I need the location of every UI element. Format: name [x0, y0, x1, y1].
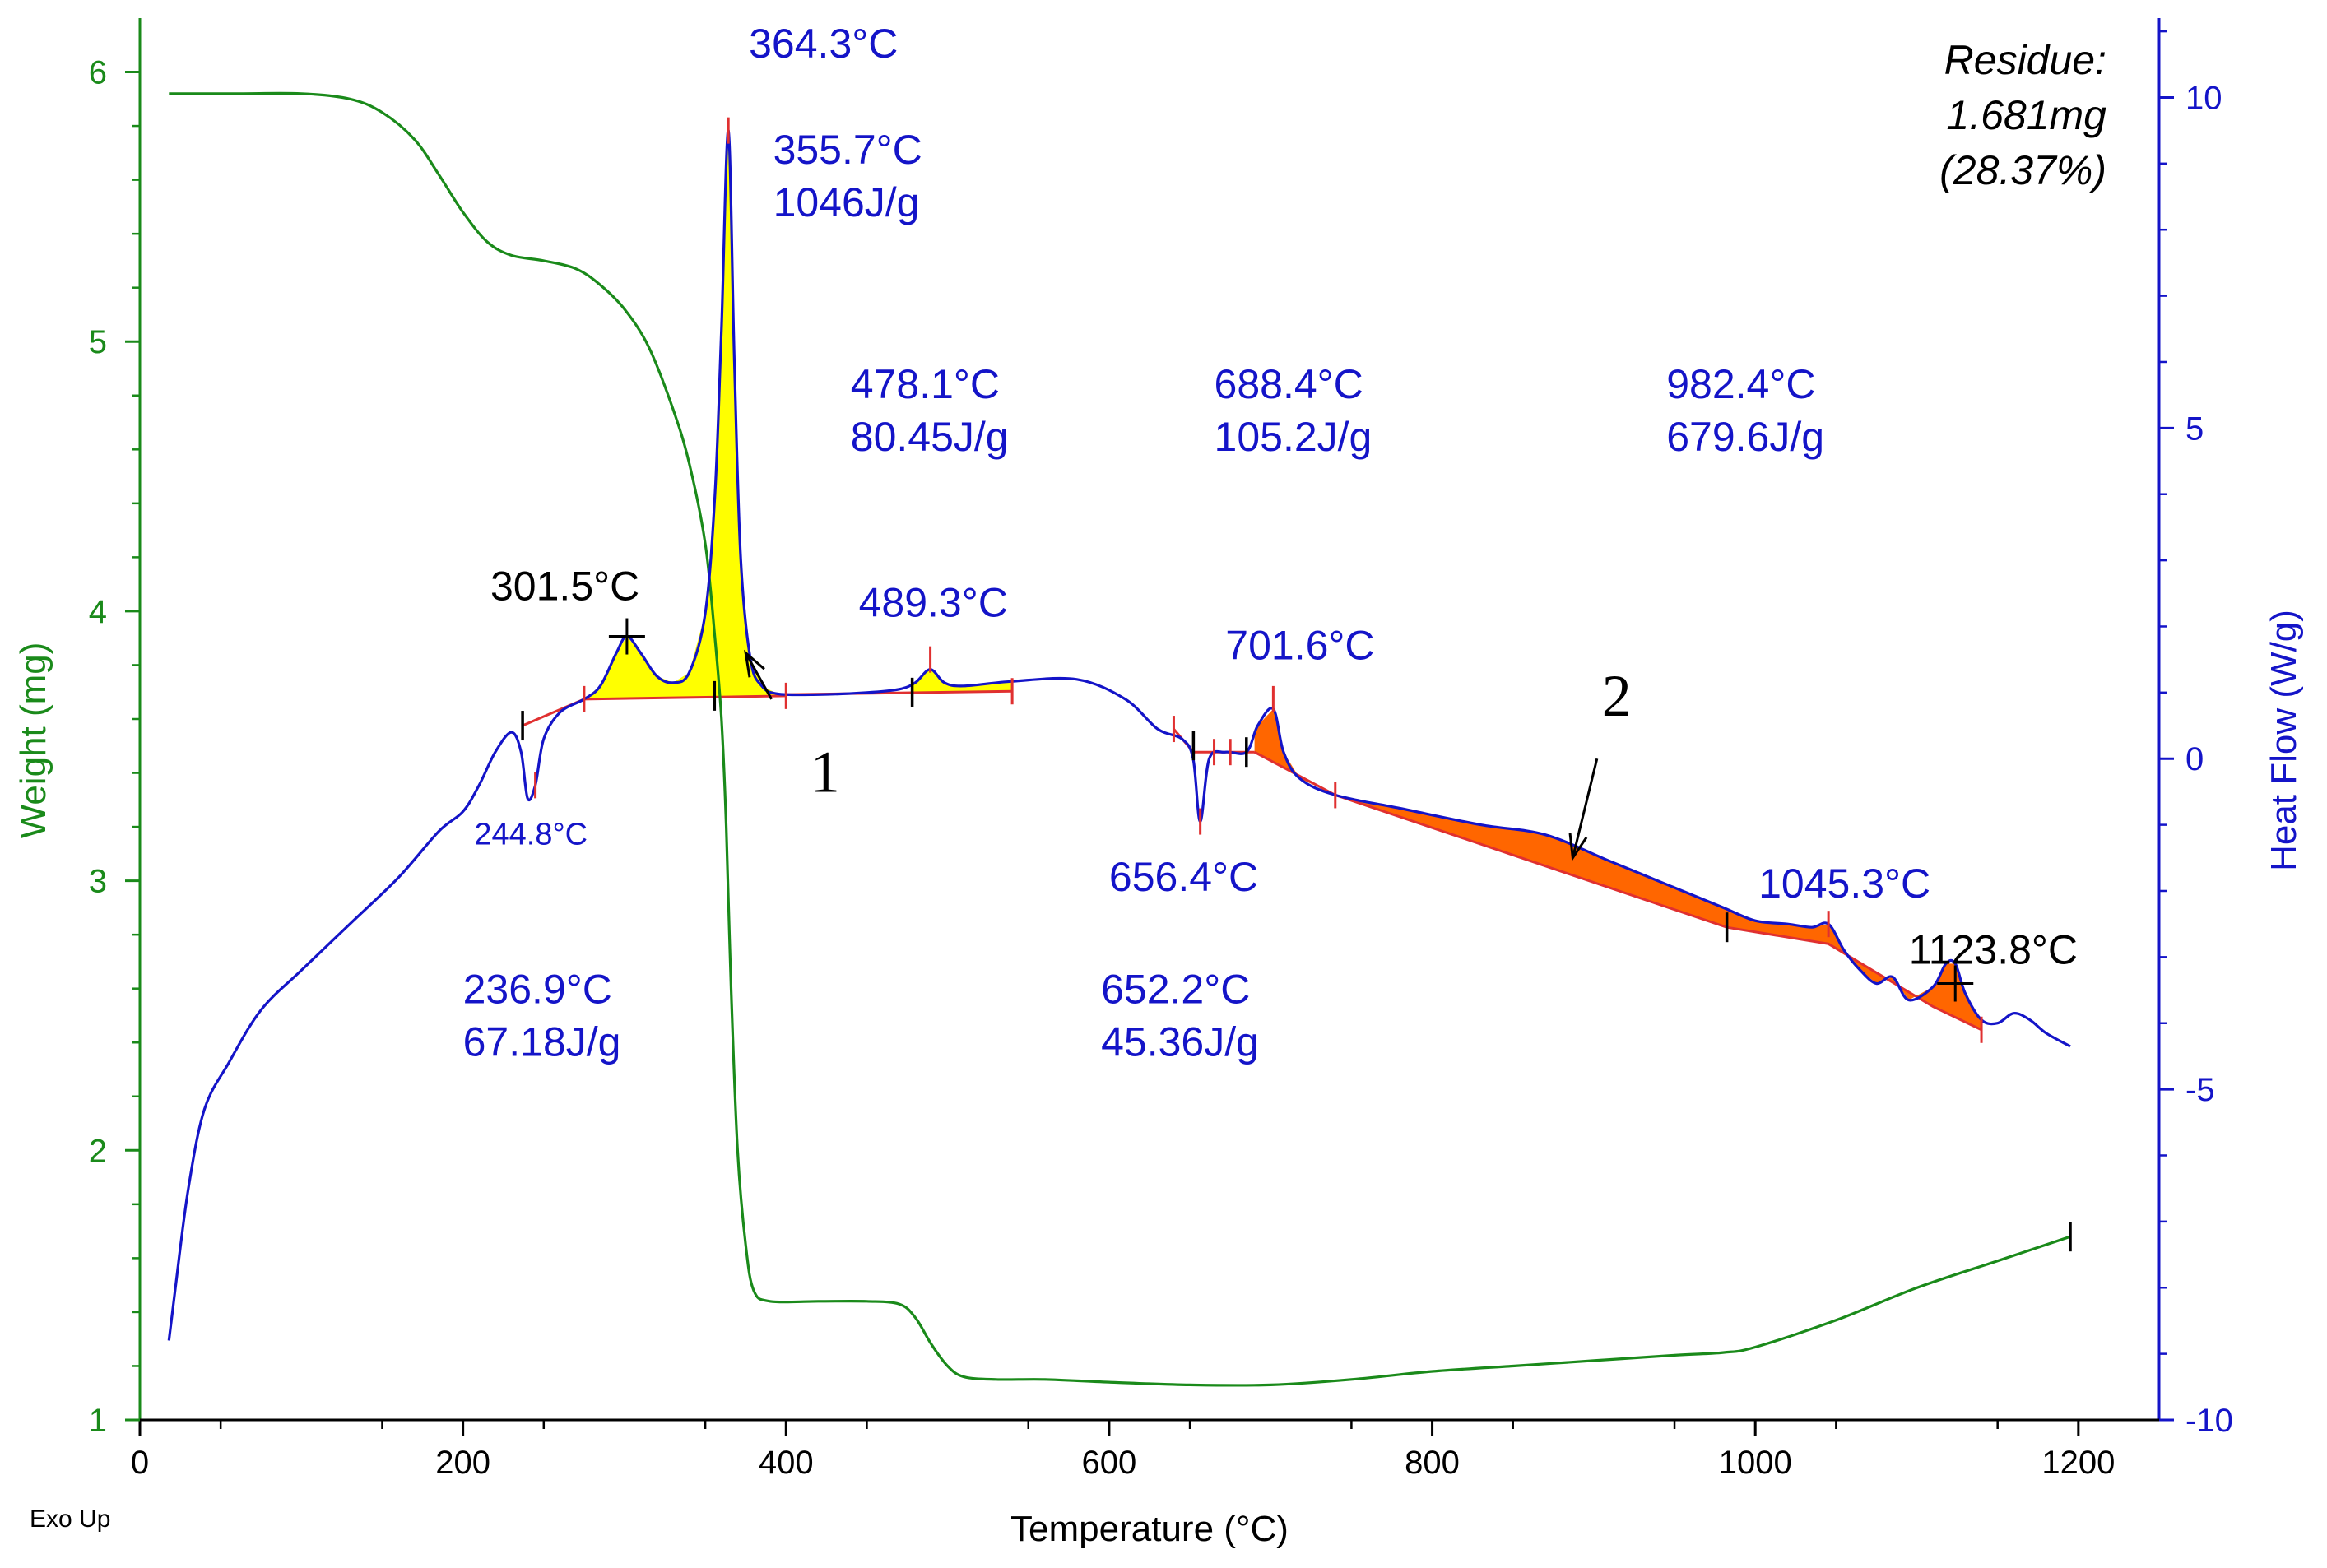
peak-fills: [583, 130, 1981, 1030]
pointer-2-label: 2: [1602, 663, 1632, 729]
y-left-tick-label-3: 3: [89, 864, 107, 900]
exo-up-label: Exo Up: [30, 1505, 110, 1533]
annotation-2-line-0: 478.1°C: [851, 361, 1000, 407]
annotation-4-line-0: 982.4°C: [1666, 361, 1815, 407]
pointer-2-arrowhead: [1568, 833, 1588, 862]
x-tick-label-0: 0: [131, 1445, 149, 1481]
annotation-13-line-1: 45.36J/g: [1101, 1019, 1259, 1065]
y-right-tick-label-0: 0: [2185, 741, 2204, 777]
fill-peak-478.1: [912, 669, 1013, 693]
fill-peak-355.7: [583, 130, 787, 699]
fill-peak-701.6: [1254, 708, 1335, 796]
residue-mass: 1.681mg: [1946, 92, 2106, 138]
annotations: 364.3°C 355.7°C 1046J/g 478.1°C 80.45J/g 688.…: [463, 21, 2078, 1065]
annotation-2-line-1: 80.45J/g: [851, 414, 1009, 460]
x-axis-label: Temperature (°C): [1010, 1509, 1289, 1549]
baseline-4: [1253, 750, 1982, 1032]
residue-percent: (28.37%): [1939, 147, 2106, 193]
annotation-11-line-0: 1123.8°C: [1909, 926, 2078, 972]
y-left-tick-label-1: 1: [89, 1403, 107, 1439]
annotation-9-line-0: 656.4°C: [1109, 854, 1258, 900]
y-right-tick-label-10: 10: [2185, 80, 2222, 116]
annotation-3-line-0: 688.4°C: [1215, 361, 1363, 407]
annotation-1-line-1: 1046J/g: [773, 179, 920, 225]
annotation-12-line-1: 67.18J/g: [463, 1019, 621, 1065]
y-right-tick-label--10: -10: [2185, 1403, 2233, 1439]
annotation-3-line-1: 105.2J/g: [1215, 414, 1373, 460]
markers: [521, 117, 2072, 1252]
annotation-1-line-0: 355.7°C: [773, 127, 922, 173]
y-left-tick-label-5: 5: [89, 324, 107, 360]
x-tick-label-1000: 1000: [1719, 1445, 1792, 1481]
y-right-tick-label--5: -5: [2185, 1072, 2215, 1108]
pointer-1-label: 1: [811, 739, 840, 805]
annotation-5-line-0: 301.5°C: [490, 563, 639, 609]
x-tick-label-800: 800: [1405, 1445, 1460, 1481]
y-left-tick-label-6: 6: [89, 55, 107, 91]
pointer-1-arrowhead: [744, 649, 765, 678]
x-tick-label-600: 600: [1082, 1445, 1137, 1481]
x-tick-label-1200: 1200: [2041, 1445, 2115, 1481]
annotation-0-line-0: 364.3°C: [749, 21, 898, 67]
weight-series-line: [169, 91, 2071, 1387]
baseline-1: [583, 694, 787, 701]
annotation-10-line-0: 1045.3°C: [1758, 861, 1930, 907]
annotation-12-line-0: 236.9°C: [463, 967, 612, 1013]
annotation-8-line-0: 244.8°C: [474, 818, 588, 852]
y-left-tick-label-2: 2: [89, 1133, 107, 1169]
annotation-13-line-0: 652.2°C: [1101, 967, 1250, 1013]
axes: 0 200 400 600 800 1000 1200 1 2 3 4 5 6 -10 -5 0 5 10: [89, 18, 2233, 1481]
x-tick-label-400: 400: [759, 1445, 814, 1481]
y-right-tick-label-5: 5: [2185, 411, 2204, 447]
x-tick-label-200: 200: [435, 1445, 490, 1481]
y-right-axis-label: Heat Flow (W/g): [2264, 610, 2304, 871]
y-left-axis-label: Weight (mg): [13, 643, 53, 839]
pointer-1-line: [744, 652, 773, 700]
annotation-4-line-1: 679.6J/g: [1666, 414, 1824, 460]
residue-label: Residue:: [1944, 37, 2106, 83]
annotation-7-line-0: 701.6°C: [1225, 623, 1374, 669]
pointer-2-line: [1571, 758, 1599, 859]
y-left-tick-label-4: 4: [89, 594, 107, 630]
annotation-6-line-0: 489.3°C: [859, 579, 1008, 625]
